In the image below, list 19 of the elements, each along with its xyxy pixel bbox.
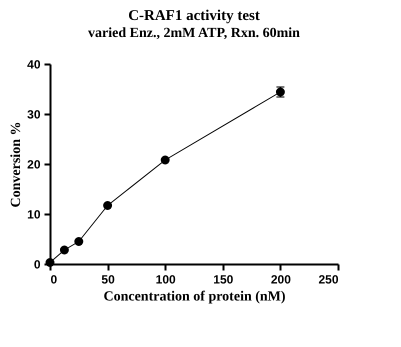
y-tick-label: 30 <box>27 108 41 122</box>
chart-title: C-RAF1 activity test <box>128 8 260 24</box>
point <box>60 246 69 254</box>
y-tick-label: 40 <box>27 58 41 72</box>
x-tick-label: 150 <box>213 272 234 286</box>
x-tick-label: 250 <box>318 272 339 286</box>
y-axis-title: Conversion % <box>9 122 24 208</box>
y-tick-label: 20 <box>27 158 41 172</box>
x-tick-label: 50 <box>101 272 116 286</box>
y-tick-label: 0 <box>34 258 41 272</box>
x-tick-label: 100 <box>156 272 176 286</box>
point <box>103 201 112 210</box>
x-tick-label: 0 <box>50 272 58 286</box>
x-tick-label: 200 <box>270 272 292 286</box>
y-tick-label: 10 <box>27 208 41 222</box>
x-axis-title: Concentration of protein (nM) <box>103 290 286 304</box>
point <box>74 237 84 246</box>
point <box>160 156 170 164</box>
chart-subtitle: varied Enz., 2mM ATP, Rxn. 60min <box>88 26 300 41</box>
